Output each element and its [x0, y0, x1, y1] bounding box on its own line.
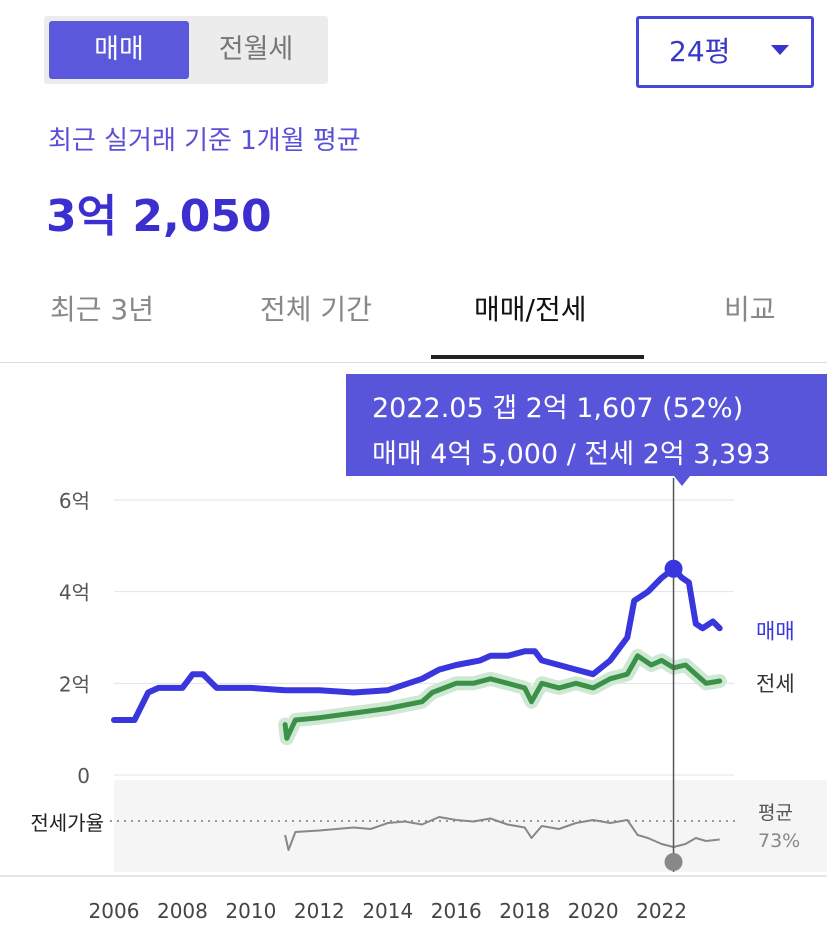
jeonse-range-band [278, 648, 727, 746]
tab-compare[interactable]: 비교 [724, 293, 776, 326]
x-tick-label: 2018 [499, 899, 550, 923]
x-tick-label: 2006 [89, 899, 140, 923]
average-price: 3억 2,050 [46, 191, 272, 242]
y-tick-label: 2억 [59, 672, 90, 696]
x-tick-label: 2016 [431, 899, 482, 923]
x-tick-label: 2008 [157, 899, 208, 923]
size-select-value: 24평 [669, 35, 731, 68]
price-chart[interactable]: 6억 4억 2억 0 2006 2008 2010 2012 2014 2016 2018 2020 2… [0, 362, 827, 930]
period-tabs: 최근 3년 전체 기간 매매/전세 비교 [0, 272, 827, 363]
series-line-jeonse [282, 653, 723, 741]
tab-all-period[interactable]: 전체 기간 [260, 293, 372, 326]
trade-type-toggle: 매매 전월세 [44, 16, 328, 84]
x-tick-label: 2010 [225, 899, 276, 923]
highlight-point-sale [664, 559, 683, 578]
series-line-ratio [284, 816, 720, 851]
x-tick-label: 2022 [636, 899, 687, 923]
highlight-point-ratio [664, 853, 683, 871]
series-label-jeonse: 전세 [756, 672, 795, 696]
ratio-panel-bg [114, 780, 827, 872]
y-tick-label: 4억 [59, 581, 90, 605]
ratio-label: 전세가율 [30, 811, 104, 835]
tooltip-pointer [674, 476, 690, 486]
tab-sale[interactable]: 매매 [49, 21, 189, 79]
tab-recent-3y[interactable]: 최근 3년 [50, 293, 154, 326]
y-tick-label: 6억 [59, 489, 90, 513]
x-tick-label: 2012 [294, 899, 345, 923]
size-select[interactable]: 24평 [636, 16, 814, 88]
series-label-sale: 매매 [756, 619, 795, 643]
tab-sale-jeonse[interactable]: 매매/전세 [474, 293, 587, 326]
y-tick-label: 0 [77, 764, 90, 788]
price-subtitle: 최근 실거래 기준 1개월 평균 [48, 126, 361, 156]
ratio-average-label: 평균 [758, 802, 793, 824]
chevron-down-icon [771, 45, 789, 55]
tooltip-gap: 2022.05 갭 2억 1,607 (52%) [372, 393, 744, 424]
active-tab-indicator [431, 355, 644, 359]
ratio-average-value: 73% [758, 830, 800, 852]
x-tick-label: 2014 [362, 899, 413, 923]
chart-tooltip: 2022.05 갭 2억 1,607 (52%) 매매 4억 5,000 / 전… [346, 374, 827, 486]
tooltip-prices: 매매 4억 5,000 / 전세 2억 3,393 [372, 439, 771, 470]
x-tick-label: 2020 [568, 899, 619, 923]
tab-rent[interactable]: 전월세 [218, 34, 294, 65]
